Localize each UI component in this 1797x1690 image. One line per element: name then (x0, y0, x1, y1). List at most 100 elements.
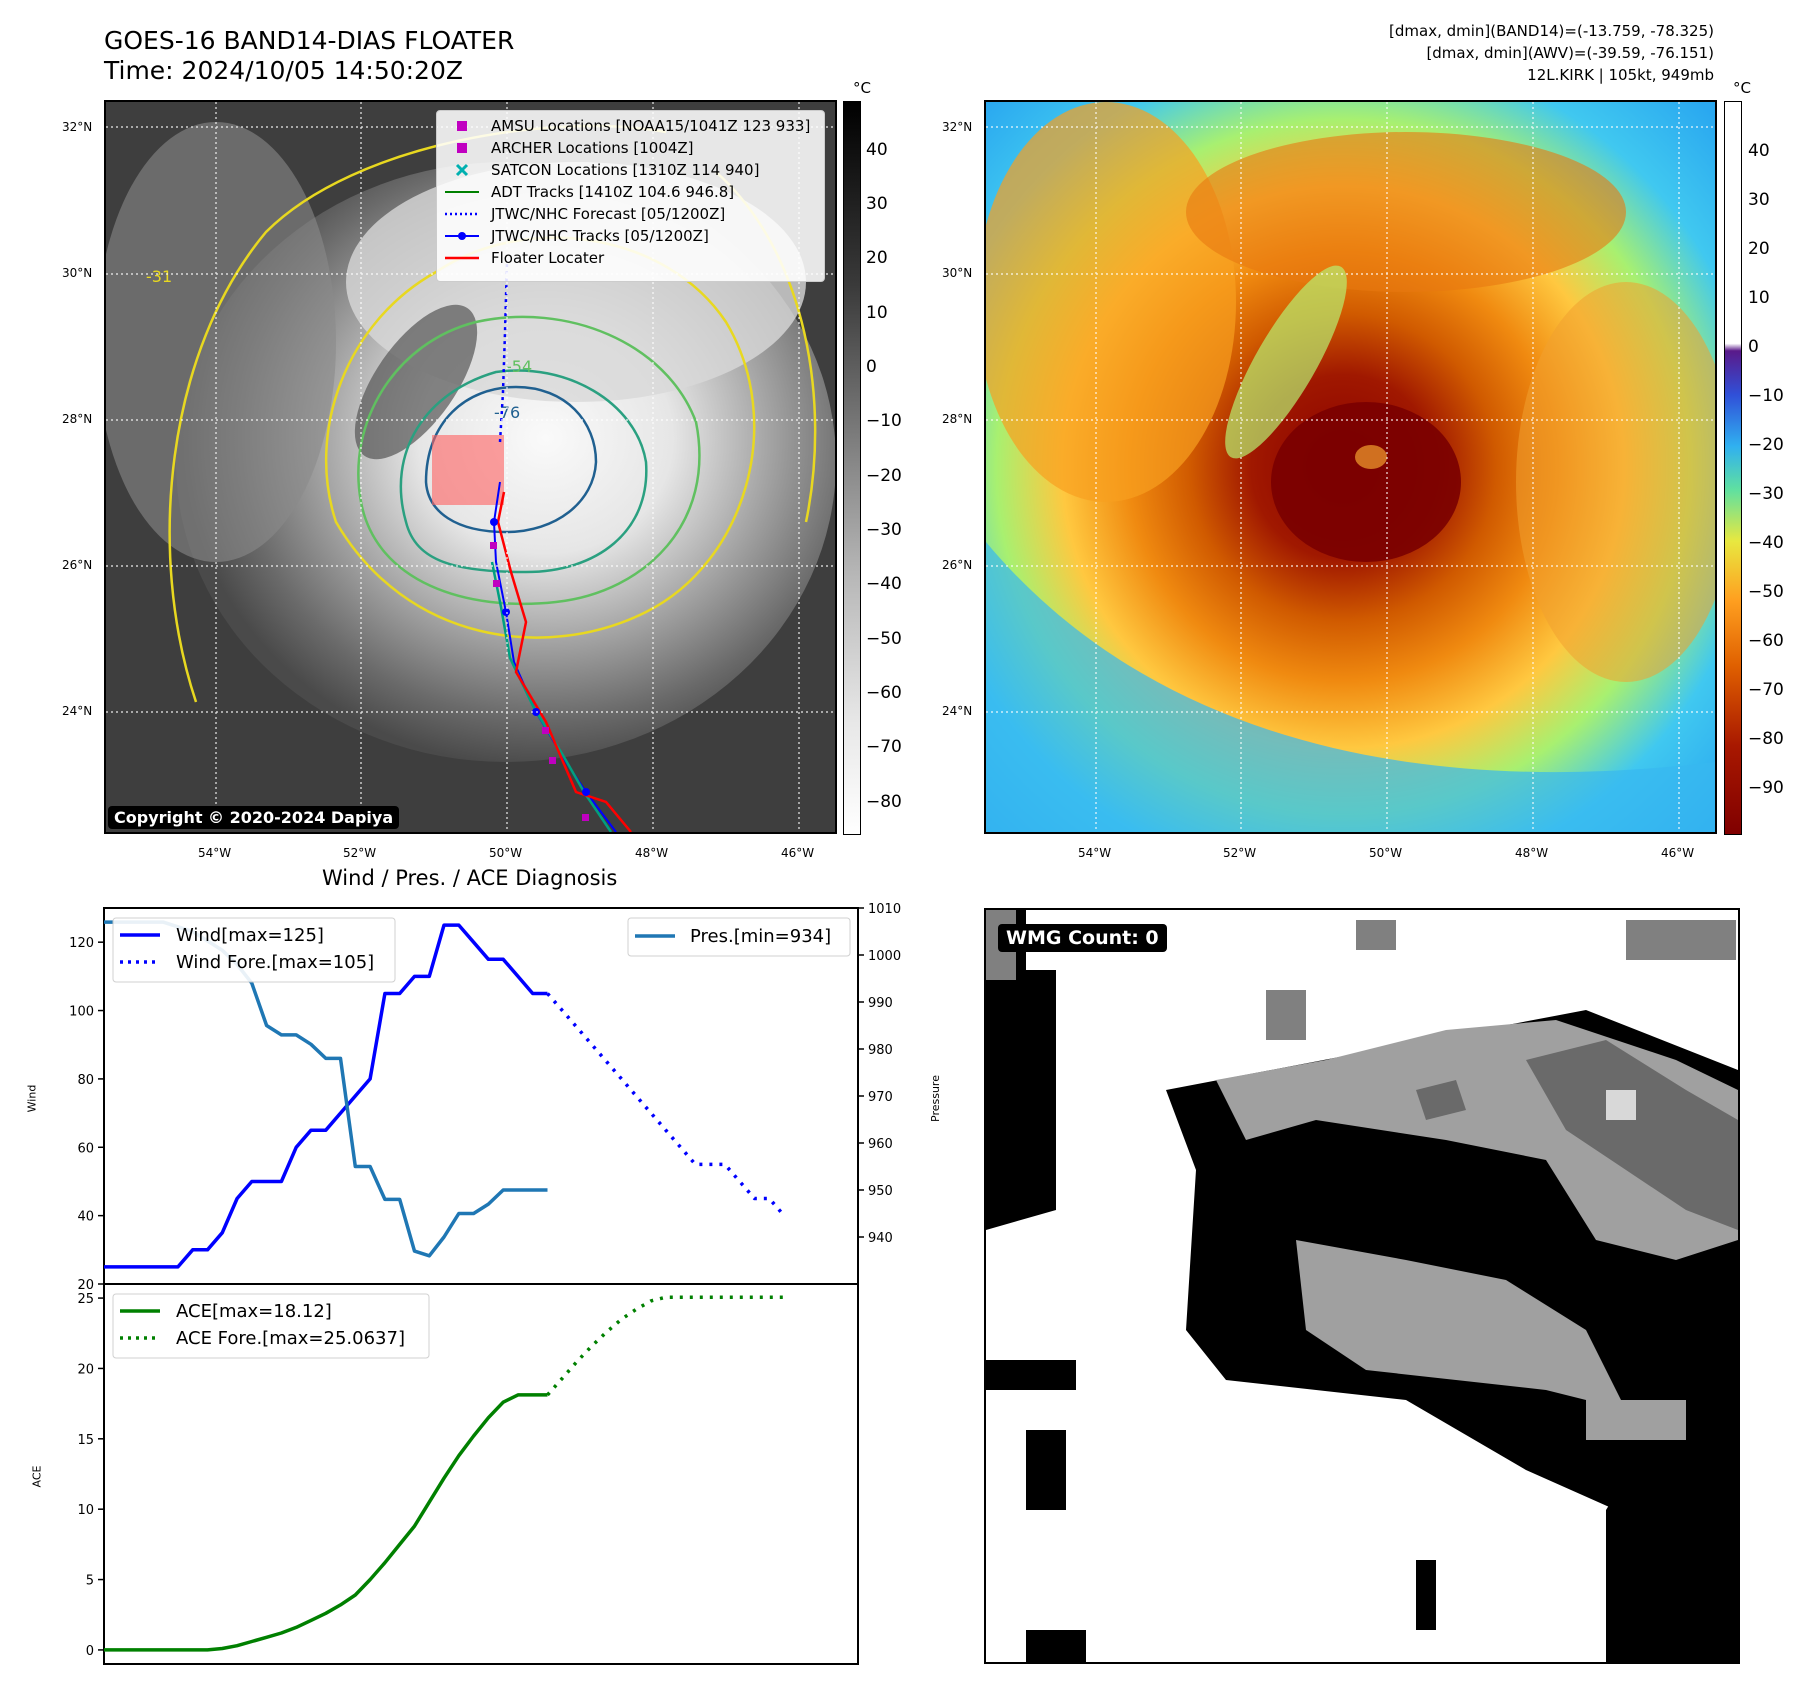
cb-tick: −30 (1748, 484, 1784, 504)
info-storm: 12L.KIRK | 105kt, 949mb (1527, 66, 1714, 84)
pressure-tick-label: 940 (868, 1231, 893, 1246)
ace-tick-label: 15 (77, 1433, 94, 1448)
cb-tick: −50 (1748, 582, 1784, 602)
lat-label: 24°N (62, 704, 93, 718)
legend-item-amsu: AMSU Locations [NOAA15/1041Z 123 933] (443, 115, 818, 137)
cb-tick: 10 (1748, 288, 1770, 308)
lat-label: 30°N (942, 266, 973, 280)
lon-label: 52°W (1223, 846, 1257, 860)
cb-tick: 20 (1748, 239, 1770, 259)
lon-label: 54°W (198, 846, 232, 860)
legend-item-floater: Floater Locater (443, 247, 818, 269)
lon-label: 48°W (1515, 846, 1549, 860)
colorbar-left-ticks: 40 30 20 10 0 −10 −20 −30 −40 −50 −60 −7… (866, 140, 926, 820)
colorbar-unit-left: °C (853, 79, 871, 97)
wind-tick-label: 40 (77, 1210, 94, 1225)
wind-tick-label: 100 (69, 1005, 94, 1020)
info-awv: [dmax, dmin](AWV)=(-39.59, -76.151) (1426, 44, 1714, 62)
lon-label: 46°W (1661, 846, 1695, 860)
wind-forecast-line (546, 992, 786, 1217)
cb-tick: −60 (866, 683, 902, 703)
ace-forecast-line (546, 1295, 785, 1397)
map-legend: AMSU Locations [NOAA15/1041Z 123 933] AR… (436, 110, 825, 282)
info-band14: [dmax, dmin](BAND14)=(-13.759, -78.325) (1389, 22, 1714, 40)
ace-tick-label: 20 (77, 1362, 94, 1377)
lat-label: 28°N (62, 412, 93, 426)
lat-label: 24°N (942, 704, 973, 718)
lon-label: 50°W (1369, 846, 1403, 860)
pressure-tick-label: 990 (868, 996, 893, 1011)
figure-title: GOES-16 BAND14-DIAS FLOATER (104, 26, 515, 55)
pressure-tick-label: 1000 (868, 949, 901, 964)
cb-tick: 30 (866, 194, 888, 214)
lat-label: 32°N (62, 120, 93, 134)
pressure-tick-label: 980 (868, 1043, 893, 1058)
ace-tick-label: 0 (86, 1644, 94, 1659)
ace-tick-label: 5 (86, 1574, 94, 1589)
wind-tick-label: 80 (77, 1073, 94, 1088)
legend-item-archer: ARCHER Locations [1004Z] (443, 137, 818, 159)
lat-label: 30°N (62, 266, 93, 280)
colorbar-right-ticks: 40 30 20 10 0 −10 −20 −30 −40 −50 −60 −7… (1748, 141, 1796, 801)
diagnosis-title: Wind / Pres. / ACE Diagnosis (322, 866, 618, 890)
lat-label: 28°N (942, 412, 973, 426)
line-dot-icon (443, 227, 481, 245)
colorbar-right (1724, 101, 1742, 835)
cb-tick: −20 (1748, 435, 1784, 455)
lon-label: 48°W (635, 846, 669, 860)
cb-tick: −50 (866, 629, 902, 649)
wind-line (104, 923, 548, 1269)
cb-tick: −20 (866, 466, 902, 486)
legend-item-forecast: JTWC/NHC Forecast [05/1200Z] (443, 203, 818, 225)
cb-tick: −40 (866, 574, 902, 594)
lon-label: 50°W (489, 846, 523, 860)
square-marker-icon (443, 139, 481, 157)
lon-label: 46°W (781, 846, 815, 860)
colorbar-left (843, 101, 861, 835)
legend-item-tracks: JTWC/NHC Tracks [05/1200Z] (443, 225, 818, 247)
ace-legend-label: ACE[max=18.12] (176, 1301, 332, 1322)
legend-item-adt: ADT Tracks [1410Z 104.6 946.8] (443, 181, 818, 203)
lat-label: 32°N (942, 120, 973, 134)
cb-tick: −10 (866, 411, 902, 431)
solid-line-icon (443, 249, 481, 267)
wind-tick-label: 20 (77, 1278, 94, 1293)
wmg-image (986, 910, 1738, 1662)
ace-axes (103, 1283, 859, 1665)
cb-tick: −70 (1748, 680, 1784, 700)
contour-label-54: -54 (506, 357, 532, 376)
x-marker-icon (443, 161, 481, 179)
ace-tick-label: 25 (77, 1292, 94, 1307)
cb-tick: −80 (1748, 729, 1784, 749)
cb-tick: 40 (1748, 141, 1770, 161)
pressure-legend: Pres.[min=934] (627, 917, 851, 957)
pressure-legend-label: Pres.[min=934] (690, 926, 831, 947)
colorbar-unit-right: °C (1733, 79, 1751, 97)
ace-fore-legend-label: ACE Fore.[max=25.0637] (176, 1328, 405, 1349)
pressure-tick-label: 950 (868, 1184, 893, 1199)
cb-tick: 20 (866, 248, 888, 268)
pressure-tick-label: 970 (868, 1090, 893, 1105)
pressure-tick-label: 1010 (868, 902, 901, 917)
floater-box (432, 435, 504, 505)
lon-label: 52°W (343, 846, 377, 860)
wmg-panel: WMG Count: 0 (984, 908, 1740, 1664)
cb-tick: −40 (1748, 533, 1784, 553)
solid-line-icon (443, 183, 481, 201)
cb-tick: −10 (1748, 386, 1784, 406)
awv-map-panel (984, 100, 1717, 834)
wind-legend-label: Wind[max=125] (176, 925, 324, 946)
lat-label: 26°N (942, 558, 973, 572)
wmg-count-badge: WMG Count: 0 (998, 924, 1167, 952)
ace-line (104, 1393, 548, 1652)
ace-legend: ACE[max=18.12] ACE Fore.[max=25.0637] (112, 1293, 430, 1359)
cb-tick: 10 (866, 303, 888, 323)
figure-time: Time: 2024/10/05 14:50:20Z (104, 56, 463, 85)
copyright-badge: Copyright © 2020-2024 Dapiya (108, 806, 400, 829)
cb-tick: −90 (1748, 778, 1784, 798)
cb-tick: −30 (866, 520, 902, 540)
cb-tick: 40 (866, 140, 888, 160)
cb-tick: 0 (1748, 337, 1759, 357)
wind-tick-label: 60 (77, 1141, 94, 1156)
pressure-tick-label: 960 (868, 1137, 893, 1152)
